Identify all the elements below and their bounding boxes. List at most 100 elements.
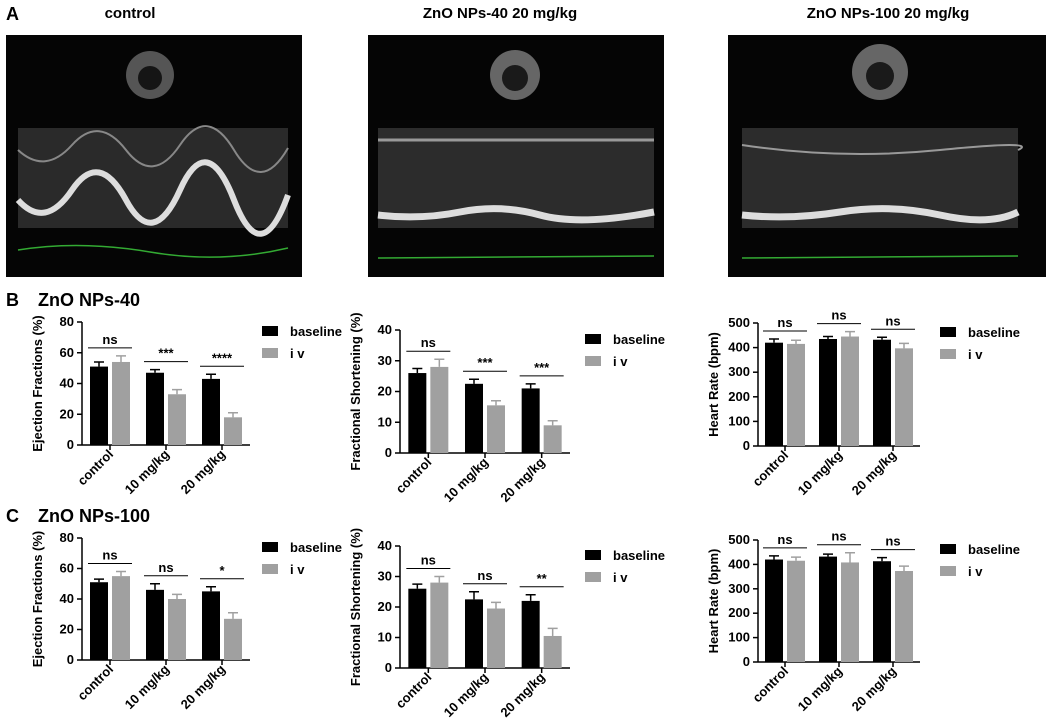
bar <box>765 342 783 446</box>
y-tick-label: 0 <box>743 438 750 453</box>
significance-label: ns <box>102 332 117 347</box>
bar <box>487 608 505 668</box>
bar <box>146 589 164 660</box>
bar <box>112 576 130 660</box>
y-tick-label: 0 <box>67 437 74 452</box>
significance-label: ns <box>885 534 900 549</box>
y-tick-label: 10 <box>378 414 392 429</box>
bar <box>202 591 220 660</box>
y-axis-label: Ejection Fractions (%) <box>30 315 45 452</box>
legend-label: baseline <box>290 540 342 555</box>
bar <box>224 618 242 660</box>
x-tick-label: control <box>74 447 116 489</box>
bar <box>543 635 562 668</box>
error-bar <box>172 388 182 395</box>
error-bar <box>94 361 104 367</box>
y-axis-label: Heart Rate (bpm) <box>706 332 721 437</box>
y-tick-label: 0 <box>385 660 392 675</box>
x-tick-label: 20 mg/kg <box>178 446 228 496</box>
x-tick-label: 10 mg/kg <box>122 446 172 496</box>
y-tick-label: 80 <box>60 314 74 329</box>
panel-label: C <box>6 506 19 526</box>
bar <box>90 366 108 445</box>
significance-label: * <box>219 563 225 578</box>
error-bar <box>94 578 104 583</box>
bar <box>90 582 108 660</box>
legend-label: i v <box>968 564 983 579</box>
bar <box>819 556 837 662</box>
bar <box>787 560 805 662</box>
error-bar <box>150 368 160 373</box>
bar <box>765 559 783 662</box>
legend-label: i v <box>613 354 628 369</box>
error-bar <box>877 556 887 562</box>
error-bar <box>845 330 855 337</box>
y-tick-label: 30 <box>378 569 392 584</box>
bar <box>465 599 483 668</box>
legend-label: i v <box>290 346 305 361</box>
significance-label: ns <box>477 568 492 583</box>
bar <box>146 372 164 445</box>
error-bar <box>823 335 833 339</box>
significance-label: ns <box>777 315 792 330</box>
y-tick-label: 40 <box>60 591 74 606</box>
x-tick-label: 20 mg/kg <box>849 447 899 497</box>
error-bar <box>491 601 501 609</box>
x-tick-label: control <box>749 664 791 706</box>
ultrasound-image <box>6 35 302 277</box>
y-tick-label: 500 <box>728 315 750 330</box>
significance-label: ns <box>777 532 792 547</box>
x-tick-label: control <box>74 662 116 704</box>
bar <box>873 339 891 446</box>
y-tick-label: 0 <box>67 652 74 667</box>
bar <box>543 425 562 453</box>
y-tick-label: 20 <box>378 384 392 399</box>
error-bar <box>491 399 501 406</box>
significance-label: **** <box>212 350 233 365</box>
error-bar <box>525 383 536 389</box>
legend-label: baseline <box>613 332 665 347</box>
significance-label: ns <box>421 553 436 568</box>
y-tick-label: 80 <box>60 530 74 545</box>
bar <box>819 338 837 446</box>
significance-label: ** <box>537 571 548 586</box>
bar <box>841 336 859 446</box>
legend-swatch <box>940 566 956 576</box>
x-tick-label: control <box>393 455 435 497</box>
y-tick-label: 30 <box>378 353 392 368</box>
error-bar <box>116 355 126 362</box>
y-axis-label: Heart Rate (bpm) <box>706 549 721 654</box>
legend-swatch <box>585 334 601 344</box>
x-tick-label: 10 mg/kg <box>441 669 491 719</box>
legend-swatch <box>262 542 278 552</box>
legend-label: i v <box>968 347 983 362</box>
legend-swatch <box>940 349 956 359</box>
y-tick-label: 0 <box>743 654 750 669</box>
bar <box>841 562 859 662</box>
legend-swatch <box>585 572 601 582</box>
bar <box>430 582 449 668</box>
panel-label: A <box>6 4 19 24</box>
legend-label: i v <box>613 570 628 585</box>
bar <box>787 343 805 446</box>
bar <box>168 394 186 445</box>
significance-label: ns <box>102 548 117 563</box>
y-tick-label: 10 <box>378 630 392 645</box>
error-bar <box>899 565 909 571</box>
y-tick-label: 40 <box>378 538 392 553</box>
error-bar <box>899 342 909 349</box>
ultrasound-image <box>728 35 1046 277</box>
error-bar <box>877 336 887 340</box>
bar <box>112 361 130 445</box>
bar <box>408 373 427 453</box>
bar <box>895 570 913 662</box>
ultrasound-image <box>368 35 664 277</box>
y-tick-label: 40 <box>378 322 392 337</box>
legend-label: baseline <box>613 548 665 563</box>
panel-label: B <box>6 290 19 310</box>
significance-label: *** <box>477 355 493 370</box>
bar <box>465 383 483 453</box>
bar <box>202 378 220 445</box>
error-bar <box>172 593 182 599</box>
significance-label: ns <box>885 313 900 328</box>
